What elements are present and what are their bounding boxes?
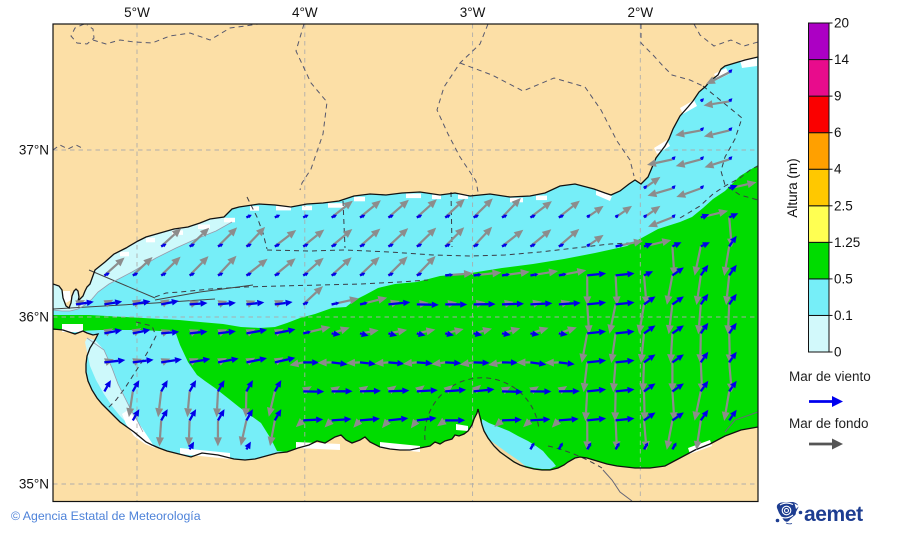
svg-text:20: 20 — [834, 16, 849, 31]
svg-text:37°N: 37°N — [19, 143, 49, 158]
svg-text:1.25: 1.25 — [834, 235, 860, 250]
svg-text:© Agencia Estatal de Meteorolo: © Agencia Estatal de Meteorología — [11, 509, 201, 523]
svg-text:2.5: 2.5 — [834, 198, 853, 213]
svg-text:6: 6 — [834, 125, 842, 140]
svg-text:4: 4 — [834, 162, 842, 177]
svg-text:5°W: 5°W — [124, 5, 150, 20]
svg-text:9: 9 — [834, 89, 842, 104]
svg-text:aemet: aemet — [804, 503, 863, 526]
svg-text:36°N: 36°N — [19, 310, 49, 325]
svg-text:35°N: 35°N — [19, 477, 49, 492]
svg-text:2°W: 2°W — [627, 5, 653, 20]
svg-text:3°W: 3°W — [460, 5, 486, 20]
svg-text:Mar de fondo: Mar de fondo — [789, 416, 869, 431]
svg-text:Mar de viento: Mar de viento — [789, 369, 871, 384]
svg-text:Altura (m): Altura (m) — [785, 158, 800, 217]
svg-text:4°W: 4°W — [292, 5, 318, 20]
svg-text:0: 0 — [834, 345, 842, 360]
svg-text:0.5: 0.5 — [834, 271, 853, 286]
svg-text:0.1: 0.1 — [834, 308, 853, 323]
svg-text:14: 14 — [834, 52, 850, 67]
